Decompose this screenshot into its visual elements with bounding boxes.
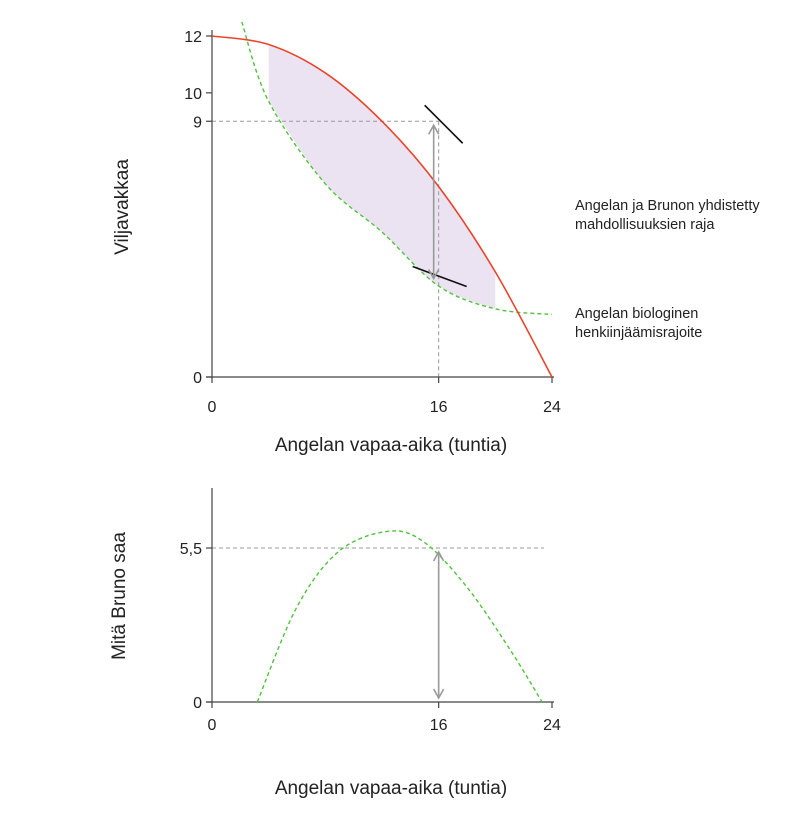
y-axis-label: Viljavakkaa: [112, 159, 133, 255]
x-axis-label: Angelan vapaa-aika (tuntia): [275, 435, 507, 456]
x-tick-label: 16: [430, 399, 448, 416]
x-tick-label: 0: [208, 399, 217, 416]
frontier-annotation: Angelan ja Brunon yhdistetty mahdollisuu…: [575, 198, 764, 233]
x-axis-ticks: 0 16 24: [208, 702, 561, 734]
feasible-frontier-curve: [211, 35, 553, 378]
arrow-head-up: [432, 550, 445, 562]
y-tick-label: 0: [193, 370, 202, 387]
y-axis-ticks: 0 9 10 12: [184, 29, 212, 387]
y-axis-label: Mitä Bruno saa: [109, 532, 130, 660]
x-tick-label: 16: [430, 717, 448, 734]
x-axis-ticks: 0 16 24: [208, 377, 561, 416]
arrow-head-down: [432, 688, 445, 700]
y-axis-ticks: 05,5: [180, 541, 212, 712]
survival-annotation: Angelan biologinen henkiinjäämisrajoite: [575, 306, 702, 341]
y-tick-label: 5,5: [180, 541, 202, 558]
top-chart: 0 9 10 12 0 16 24 Viljavakkaa Angelan vapaa-a…: [112, 21, 764, 456]
bruno-share-curve: [256, 530, 543, 703]
x-tick-label: 24: [543, 399, 561, 416]
x-tick-label: 24: [543, 717, 561, 734]
x-axis-label: Angelan vapaa-aika (tuntia): [275, 778, 507, 799]
frontier-tangent-line: [424, 104, 464, 144]
y-tick-label: 12: [184, 29, 202, 46]
survival-constraint-curve: [241, 21, 553, 316]
arrow-head-down: [427, 269, 440, 281]
survival-tangent-line: [412, 265, 467, 288]
frontier-annotation-line1: Angelan ja Brunon yhdistetty: [575, 198, 760, 214]
bruno-share-double-arrow: [432, 550, 445, 700]
bottom-chart: 05,5 0 16 24 Mitä Bruno saa Angelan vapaa-…: [109, 488, 561, 799]
feasible-region-shading: [268, 44, 496, 309]
arrow-head-up: [427, 123, 440, 135]
y-tick-label: 0: [193, 695, 202, 712]
x-tick-label: 0: [208, 717, 217, 734]
frontier-annotation-line2: mahdollisuuksien raja: [575, 217, 715, 233]
survival-annotation-line2: henkiinjäämisrajoite: [575, 325, 702, 341]
y-tick-label: 9: [193, 114, 202, 131]
y-tick-label: 10: [184, 86, 202, 103]
survival-annotation-line1: Angelan biologinen: [575, 306, 698, 322]
surplus-double-arrow: [427, 123, 440, 281]
